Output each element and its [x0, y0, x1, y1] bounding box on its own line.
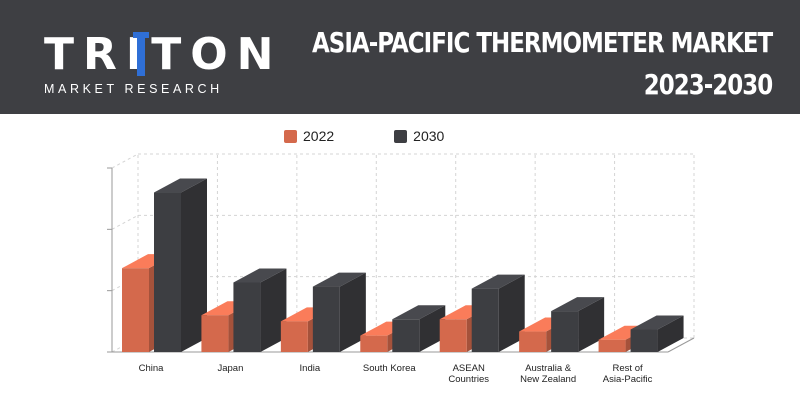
x-tick-label: India — [300, 363, 321, 374]
bar-side — [578, 297, 605, 352]
bar-2030-0 — [154, 178, 207, 352]
bar-front — [392, 319, 420, 352]
bar-side — [657, 315, 684, 352]
bar-front — [233, 282, 261, 352]
bar-front — [439, 319, 467, 352]
bar-side — [498, 274, 525, 352]
bar-2030-4 — [471, 274, 525, 352]
legend-swatch-2022 — [284, 129, 297, 143]
bar-side — [181, 178, 207, 352]
grid-line-side — [111, 214, 139, 230]
bar-front — [630, 329, 658, 352]
bar-2030-3 — [392, 305, 446, 352]
logo-tagline: MARKET RESEARCH — [44, 82, 223, 96]
logo-wordmark: TRITON — [44, 29, 283, 80]
bar-2030-5 — [551, 297, 605, 352]
bar-2030-1 — [233, 268, 287, 352]
floor-edge — [667, 337, 695, 353]
bar-side — [419, 305, 446, 352]
legend-swatch-2030 — [394, 129, 408, 143]
bar-front — [154, 192, 181, 352]
bar-top — [551, 297, 605, 312]
bar-front — [360, 335, 388, 352]
bar-top — [392, 305, 446, 320]
bar-front — [312, 286, 340, 352]
x-tick-label: China — [139, 363, 165, 374]
legend-label-2030: 2030 — [413, 128, 445, 144]
bar-front — [519, 331, 547, 352]
bar-top — [630, 315, 684, 330]
bar-side — [260, 268, 287, 352]
bar-front — [280, 321, 308, 352]
bar-front — [598, 339, 626, 352]
triton-logo: TRITON MARKET RESEARCH — [44, 32, 274, 98]
bar-top — [471, 274, 525, 289]
legend-item-2022: 2022 — [284, 128, 334, 144]
logo-accent-icon — [133, 32, 149, 76]
chart-x-labels: China Japan India South Korea ASEAN Countries… — [139, 363, 653, 385]
bar-top — [154, 178, 207, 193]
bar-2030-6 — [630, 315, 684, 352]
chart-title: ASIA-PACIFIC THERMOMETER MARKET 2023-203… — [311, 22, 773, 106]
x-tick-label: ASEAN Countries — [448, 363, 489, 385]
title-line-1: ASIA-PACIFIC THERMOMETER MARKET — [311, 26, 773, 59]
bar-front — [201, 315, 229, 352]
bar-top — [233, 268, 287, 283]
bar-top — [312, 272, 366, 287]
title-line-2: 2023-2030 — [643, 68, 773, 101]
legend: 2022 2030 — [284, 128, 504, 144]
bar-side — [339, 272, 366, 352]
header-banner: TRITON MARKET RESEARCH ASIA-PACIFIC THER… — [0, 0, 800, 114]
bar-front — [551, 311, 579, 352]
x-tick-label: South Korea — [363, 363, 417, 374]
legend-item-2030: 2030 — [394, 128, 444, 144]
x-tick-label: Japan — [217, 363, 243, 374]
bar-front — [122, 268, 149, 352]
x-tick-label: Australia & New Zealand — [520, 363, 576, 385]
grid-line-side — [111, 153, 139, 169]
legend-label-2022: 2022 — [303, 128, 335, 144]
bar-2030-2 — [312, 272, 366, 352]
chart-bars — [122, 178, 684, 352]
x-tick-label: Rest of Asia-Pacific — [603, 363, 653, 385]
bar-front — [471, 288, 499, 352]
